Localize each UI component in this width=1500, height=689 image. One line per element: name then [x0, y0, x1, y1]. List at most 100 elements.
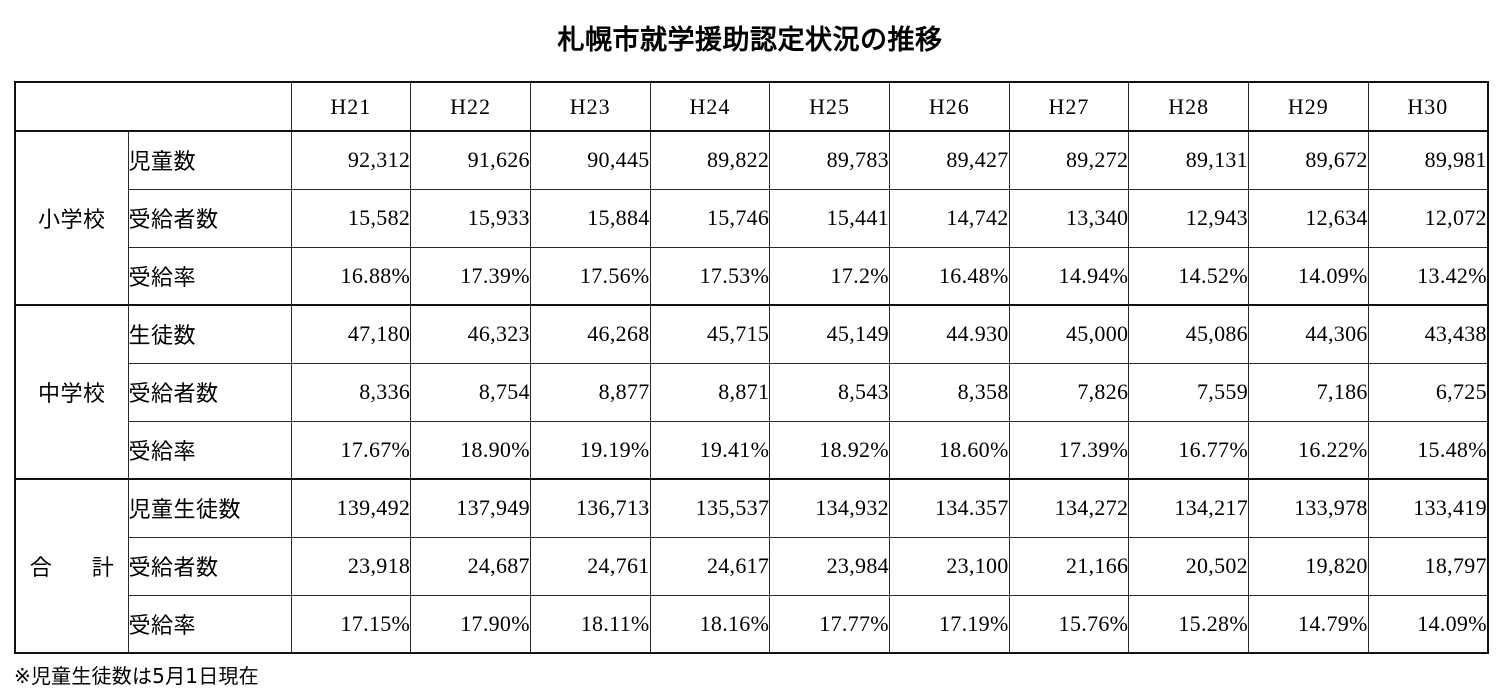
data-cell: 24,687 [410, 536, 531, 596]
data-cell: 7,826 [1008, 362, 1130, 422]
data-cell: 17.2% [769, 246, 890, 306]
data-cell: 89,672 [1248, 130, 1369, 190]
data-cell: 134.357 [888, 478, 1010, 538]
group-label-cell: 中学校 [14, 304, 129, 480]
data-cell: 14.52% [1128, 246, 1249, 306]
data-cell: 44.930 [888, 304, 1010, 364]
data-cell: 89,783 [769, 130, 890, 190]
metric-label-cell: 受給率 [127, 594, 292, 654]
data-cell: 134,217 [1128, 478, 1249, 538]
table-head: H21 H22 H23 H24 H25 H26 H27 H28 H29 H30 [14, 81, 1489, 133]
header-row: H21 H22 H23 H24 H25 H26 H27 H28 H29 H30 [14, 81, 1489, 133]
data-cell: 17.19% [888, 594, 1010, 654]
data-cell: 13.42% [1367, 246, 1489, 306]
data-cell: 15.76% [1008, 594, 1130, 654]
data-cell: 14.09% [1367, 594, 1489, 654]
data-cell: 8,754 [410, 362, 531, 422]
data-cell: 17.39% [1008, 420, 1130, 480]
data-cell: 90,445 [529, 130, 651, 190]
data-cell: 19,820 [1248, 536, 1369, 596]
corner-header-cell [14, 81, 292, 133]
data-cell: 8,358 [888, 362, 1010, 422]
data-cell: 17.67% [290, 420, 412, 480]
table-row: 合 計児童生徒数 139,492 137,949 136,713 135,537 134,… [14, 478, 1489, 654]
data-cell: 17.53% [649, 246, 771, 306]
column-header-h24: H24 [649, 81, 771, 133]
data-cell: 89,131 [1128, 130, 1249, 190]
data-cell: 14,742 [888, 188, 1010, 248]
data-cell: 16.48% [888, 246, 1010, 306]
data-cell: 18,797 [1367, 536, 1489, 596]
column-header-h30: H30 [1367, 81, 1489, 133]
data-cell: 21,166 [1008, 536, 1130, 596]
data-cell: 139,492 [290, 478, 412, 538]
data-cell: 19.41% [649, 420, 771, 480]
data-cell: 15,746 [649, 188, 771, 248]
data-cell: 23,984 [769, 536, 890, 596]
data-cell: 46,268 [529, 304, 651, 364]
data-cell: 44,306 [1248, 304, 1369, 364]
data-cell: 18.11% [529, 594, 651, 654]
data-cell: 15,582 [290, 188, 412, 248]
data-cell: 45,086 [1128, 304, 1249, 364]
data-cell: 46,323 [410, 304, 531, 364]
metric-label-cell: 受給率 [127, 420, 292, 480]
data-cell: 89,272 [1008, 130, 1130, 190]
data-cell: 17.90% [410, 594, 531, 654]
data-cell: 133,978 [1248, 478, 1369, 538]
data-cell: 14.09% [1248, 246, 1369, 306]
data-cell: 12,943 [1128, 188, 1249, 248]
data-cell: 89,427 [888, 130, 1010, 190]
data-cell: 17.56% [529, 246, 651, 306]
data-cell: 15,441 [769, 188, 890, 248]
statistics-table: H21 H22 H23 H24 H25 H26 H27 H28 H29 H30 小学校 児童数 92,… [14, 81, 1489, 655]
table-container: H21 H22 H23 H24 H25 H26 H27 H28 H29 H30 小学校 児童数 92,… [0, 81, 1500, 655]
data-cell: 137,949 [410, 478, 531, 538]
data-cell: 14.79% [1248, 594, 1369, 654]
table-row: 受給率 17.15% 17.90% 18.11% 18.16% 17.77% 17.19% 1… [15, 594, 1489, 654]
data-cell: 45,149 [769, 304, 890, 364]
table-body: 小学校 児童数 92,312 91,626 90,445 89,822 89,783 89,4… [14, 130, 1489, 654]
group-label-cell: 小学校 [14, 130, 129, 306]
data-cell: 135,537 [649, 478, 771, 538]
footnote: ※児童生徒数は5月1日現在 [14, 664, 259, 689]
data-cell: 15,933 [410, 188, 531, 248]
data-cell: 8,871 [649, 362, 771, 422]
page-title: 札幌市就学援助認定状況の推移 [557, 25, 943, 57]
data-cell: 92,312 [290, 130, 412, 190]
table-row: 受給者数 8,336 8,754 8,877 8,871 8,543 8,358 7,826 7… [15, 362, 1489, 422]
data-cell: 23,918 [290, 536, 412, 596]
data-cell: 45,715 [649, 304, 771, 364]
data-cell: 136,713 [529, 478, 651, 538]
data-cell: 47,180 [290, 304, 412, 364]
table-row: 受給者数 15,582 15,933 15,884 15,746 15,441 14,742… [15, 188, 1489, 248]
column-header-h28: H28 [1128, 81, 1249, 133]
data-cell: 17.39% [410, 246, 531, 306]
data-cell: 8,877 [529, 362, 651, 422]
data-cell: 91,626 [410, 130, 531, 190]
table-row: 小学校 児童数 92,312 91,626 90,445 89,822 89,783 89,4… [14, 130, 1489, 306]
table-row: 受給率 16.88% 17.39% 17.56% 17.53% 17.2% 16.48% 14… [15, 246, 1489, 306]
data-cell: 134,272 [1008, 478, 1130, 538]
data-cell: 12,634 [1248, 188, 1369, 248]
metric-label-cell: 児童生徒数 [127, 478, 292, 538]
table-row: 受給率 17.67% 18.90% 19.19% 19.41% 18.92% 18.60% 1… [15, 420, 1489, 480]
data-cell: 89,981 [1367, 130, 1489, 190]
data-cell: 18.90% [410, 420, 531, 480]
data-cell: 18.60% [888, 420, 1010, 480]
data-cell: 12,072 [1367, 188, 1489, 248]
data-cell: 16.22% [1248, 420, 1369, 480]
data-cell: 89,822 [649, 130, 771, 190]
data-cell: 14.94% [1008, 246, 1130, 306]
data-cell: 23,100 [888, 536, 1010, 596]
metric-label-cell: 児童数 [127, 130, 292, 190]
data-cell: 6,725 [1367, 362, 1489, 422]
metric-label-cell: 受給者数 [127, 536, 292, 596]
column-header-h25: H25 [769, 81, 890, 133]
data-cell: 45,000 [1008, 304, 1130, 364]
data-cell: 133,419 [1367, 478, 1489, 538]
column-header-h23: H23 [529, 81, 651, 133]
data-cell: 24,617 [649, 536, 771, 596]
group-label-cell: 合 計 [14, 478, 129, 654]
column-header-h29: H29 [1248, 81, 1369, 133]
